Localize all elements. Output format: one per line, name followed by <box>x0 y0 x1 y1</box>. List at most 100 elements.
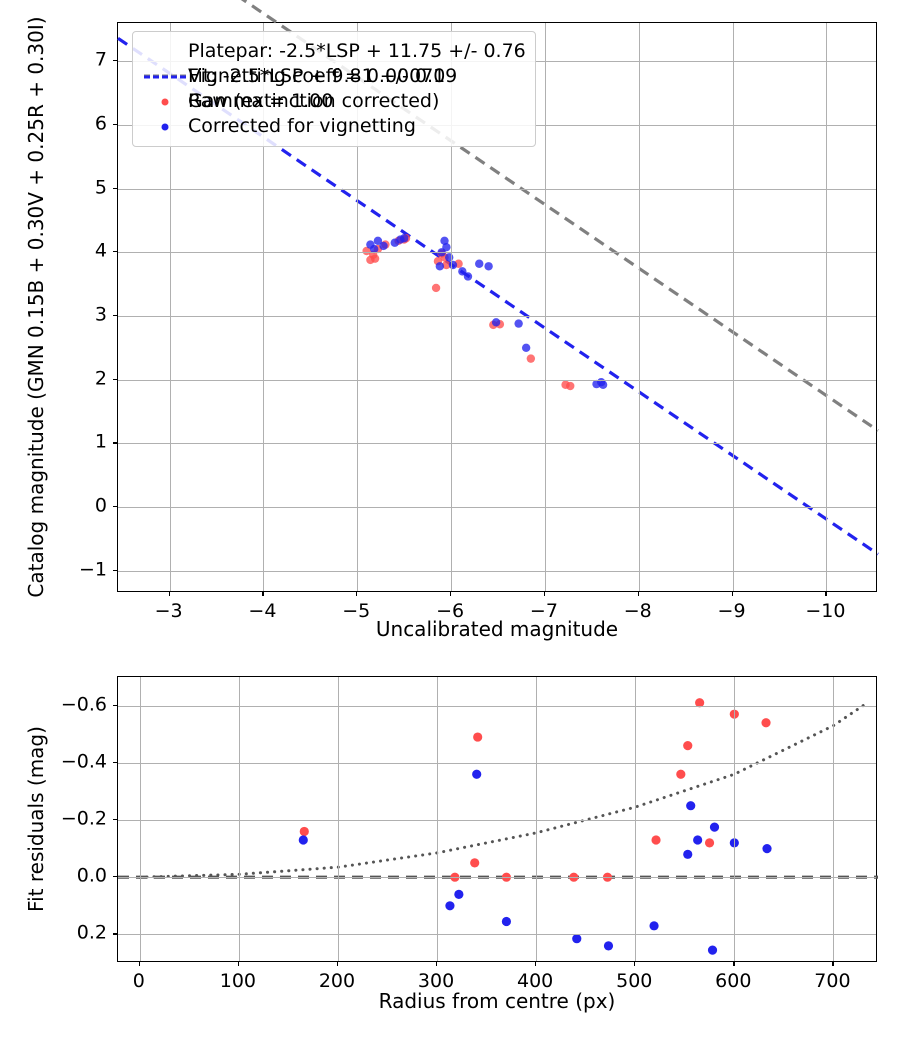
y-tick-label: 5 <box>94 176 107 199</box>
y-tick-mark <box>113 876 117 878</box>
grid-line-horizontal <box>118 762 876 764</box>
y-tick-label: 6 <box>94 112 107 135</box>
grid-line-vertical <box>263 23 265 591</box>
y-tick-label: 3 <box>94 303 107 326</box>
data-point <box>561 380 570 389</box>
grid-line-vertical <box>337 677 339 961</box>
data-point <box>370 254 380 263</box>
y-tick-mark <box>113 761 117 763</box>
legend-label-fit: Fit: -2.5*LSP + 9.81 +/- 0.19 <box>188 65 458 87</box>
grid-line-horizontal <box>118 705 876 707</box>
x-tick-mark <box>832 962 834 966</box>
grid-line-vertical <box>826 23 828 591</box>
data-point <box>445 253 454 262</box>
scatter-series-raw-extinction-corrected <box>299 698 771 882</box>
top-plot-legend: Platepar: -2.5*LSP + 11.75 +/- 0.76 Vign… <box>132 31 536 147</box>
grid-line-horizontal <box>118 252 876 254</box>
data-point <box>396 235 405 244</box>
data-point <box>709 822 720 832</box>
legend-line-vignetting-coeff: Vignetting coeff = 0.00070 <box>188 65 446 87</box>
x-tick-mark <box>731 592 733 596</box>
x-tick-label: −4 <box>248 600 277 622</box>
x-tick-label: 300 <box>417 970 455 992</box>
data-point <box>431 283 441 293</box>
legend-label-platepar: Platepar: -2.5*LSP + 11.75 +/- 0.76 Vign… <box>188 39 526 114</box>
grid-line-vertical <box>833 677 835 961</box>
legend-label-corrected: Corrected for vignetting <box>188 115 416 137</box>
x-tick-mark <box>336 962 339 966</box>
data-point <box>362 246 371 256</box>
data-point <box>566 381 575 391</box>
grid-line-vertical <box>732 23 734 591</box>
top-x-axis-title: Uncalibrated magnitude <box>375 617 619 641</box>
data-point <box>448 260 458 270</box>
y-tick-mark <box>113 704 117 706</box>
x-tick-label: −6 <box>436 600 465 622</box>
grid-line-vertical <box>635 677 637 961</box>
y-tick-mark <box>113 314 117 317</box>
scatter-series-corrected-for-vignetting <box>366 234 608 389</box>
x-tick-mark <box>543 592 546 596</box>
data-point <box>676 769 686 779</box>
blue-dot-icon <box>161 123 169 130</box>
grid-line-vertical <box>638 23 640 591</box>
legend-entry-raw: Raw (extinction corrected) <box>142 89 526 114</box>
grid-line-vertical <box>451 23 453 591</box>
y-tick-mark <box>113 378 117 380</box>
data-point <box>440 236 449 246</box>
x-tick-label: 400 <box>517 970 554 992</box>
data-point <box>686 801 696 811</box>
legend-label-raw: Raw (extinction corrected) <box>188 90 440 112</box>
legend-key-corrected-dot <box>142 114 188 139</box>
legend-entry-corrected: Corrected for vignetting <box>142 114 526 139</box>
x-tick-mark <box>637 592 639 596</box>
x-tick-mark <box>450 592 452 596</box>
data-point <box>299 826 309 837</box>
grid-line-vertical <box>139 677 141 961</box>
y-tick-mark <box>113 123 117 126</box>
y-tick-label: −0.2 <box>60 807 107 830</box>
data-point <box>693 835 703 845</box>
data-point <box>454 889 464 899</box>
y-tick-label: 0.0 <box>76 864 107 887</box>
data-point <box>454 259 463 268</box>
data-point <box>394 236 403 246</box>
legend-entry-fit: Fit: -2.5*LSP + 9.81 +/- 0.19 <box>142 64 526 89</box>
x-tick-mark <box>138 962 140 966</box>
data-point <box>401 234 411 243</box>
fit-residuals-plot <box>117 676 878 962</box>
x-tick-mark <box>535 962 537 966</box>
data-point <box>572 934 582 944</box>
data-point <box>526 354 536 363</box>
bottom-y-axis-title: Fit residuals (mag) <box>24 726 48 912</box>
legend-entry-platepar: Platepar: -2.5*LSP + 11.75 +/- 0.76 Vign… <box>142 39 526 112</box>
grid-line-horizontal <box>118 188 876 190</box>
grid-line-vertical <box>169 23 171 591</box>
x-tick-label: 600 <box>715 970 752 992</box>
y-tick-mark <box>113 933 117 935</box>
data-point <box>651 835 661 845</box>
data-point <box>649 921 659 931</box>
data-point <box>514 319 523 328</box>
x-tick-label: 500 <box>616 970 653 992</box>
grid-line-horizontal <box>118 379 876 381</box>
top-y-axis-title: Catalog magnitude (GMN 0.15B + 0.30V + 0… <box>24 16 48 598</box>
data-point <box>366 255 375 265</box>
data-point <box>484 262 493 271</box>
data-point <box>463 272 473 281</box>
x-tick-label: 700 <box>814 970 851 992</box>
bottom-x-axis-title: Radius from centre (px) <box>378 989 616 1013</box>
x-tick-label: 200 <box>318 970 356 992</box>
y-tick-label: 4 <box>94 239 107 262</box>
data-point <box>592 379 601 389</box>
y-tick-label: 0 <box>94 494 107 517</box>
data-point <box>489 320 498 330</box>
grid-line-horizontal <box>118 570 876 572</box>
grid-line-horizontal <box>118 934 876 936</box>
data-point <box>472 769 482 779</box>
y-tick-mark <box>113 819 117 821</box>
data-point <box>473 732 483 742</box>
x-tick-mark <box>237 962 240 966</box>
x-tick-label: −3 <box>154 600 183 622</box>
